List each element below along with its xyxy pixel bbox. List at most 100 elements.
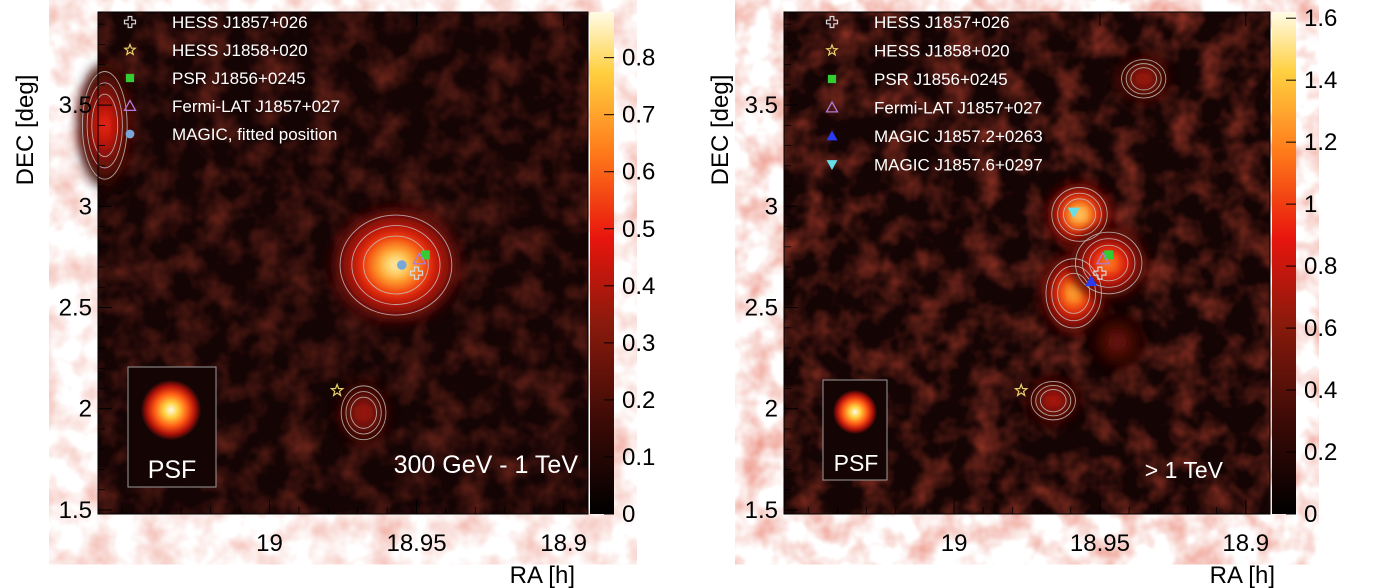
legend-label: Fermi-LAT J1857+027 — [874, 99, 1042, 118]
legend-entry: HESS J1858+020 — [825, 42, 1010, 61]
legend-label: PSR J1856+0245 — [172, 69, 306, 88]
colorbar-ticks: 0 0.1 0.2 0.3 0.4 0.5 0.6 0.7 0.8 — [604, 45, 655, 528]
legend-label: HESS J1858+020 — [874, 42, 1010, 61]
legend-marker-icon — [125, 73, 135, 83]
emission-blob — [360, 408, 367, 417]
colorbar-tick-label: 0.2 — [622, 387, 655, 414]
legend: HESS J1857+026 HESS J1858+020 PSR J1856+02… — [825, 13, 1043, 175]
legend-entry: HESS J1857+026 — [825, 13, 1010, 32]
legend-marker-icon — [826, 130, 838, 141]
legend: HESS J1857+026 HESS J1858+020 PSR J1856+02… — [123, 13, 340, 144]
contour-line — [1130, 67, 1157, 91]
psf-spot — [141, 380, 201, 440]
emission-blob — [1050, 397, 1057, 404]
legend-entry: PSR J1856+0245 — [125, 69, 306, 88]
emission-blob — [1075, 210, 1084, 219]
colorbar — [590, 12, 614, 514]
colorbar-tick-label: 1.6 — [1304, 5, 1337, 32]
source-marker — [329, 382, 345, 397]
colorbar-tick-label: 0 — [1304, 501, 1317, 528]
legend-marker-icon — [825, 100, 839, 113]
psf-spot — [833, 390, 877, 434]
colorbar-tick-label: 0.4 — [1304, 377, 1337, 404]
significance-contours — [1030, 59, 1167, 421]
contour-line — [1039, 389, 1067, 413]
legend-marker-icon — [825, 43, 839, 57]
contour-line — [1051, 187, 1108, 242]
colorbar-left: 0 0.1 0.2 0.3 0.4 0.5 0.6 0.7 0.8 — [590, 12, 655, 528]
legend-entry: MAGIC J1857.6+0297 — [826, 156, 1043, 175]
psf-label: PSF — [834, 450, 879, 476]
legend-entry: PSR J1856+0245 — [827, 70, 1008, 89]
contour-line — [1125, 63, 1162, 95]
source-marker — [397, 260, 407, 270]
contour-line — [1088, 244, 1129, 282]
x-tick-label: 18.9 — [540, 530, 587, 557]
y-tick-label: 3 — [79, 193, 92, 220]
contour-line — [350, 396, 377, 429]
colorbar-tick-label: 1.2 — [1304, 129, 1337, 156]
legend-label: HESS J1857+026 — [874, 13, 1010, 32]
y-tick-label: 2.5 — [59, 295, 92, 322]
y-tick-label: 2 — [79, 396, 92, 423]
colorbar-tick-label: 1.4 — [1304, 67, 1337, 94]
contour-line — [1081, 238, 1136, 288]
contour-line — [351, 225, 441, 305]
emission-blob — [1140, 76, 1147, 82]
heatmap-right: PSF > 1 TeV HESS J1857+026 HESS J1858+020… — [783, 11, 1271, 515]
y-tick-label: 3 — [765, 193, 778, 220]
energy-label: > 1 TeV — [1145, 457, 1224, 483]
source-marker — [1093, 266, 1107, 280]
legend-label: MAGIC, fitted position — [172, 125, 337, 144]
colorbar-tick-label: 0.6 — [1304, 315, 1337, 342]
legend-entry: HESS J1857+026 — [123, 13, 308, 32]
source-markers — [1013, 207, 1114, 397]
psf-inset: PSF — [822, 379, 888, 481]
x-tick-label: 18.95 — [386, 530, 446, 557]
source-marker — [409, 266, 424, 280]
x-tick-label: 19 — [941, 530, 968, 557]
plot-frame — [97, 11, 589, 515]
legend-marker-icon — [123, 15, 137, 29]
energy-label: 300 GeV - 1 TeV — [394, 451, 579, 479]
source-markers — [329, 250, 430, 397]
source-marker — [1104, 250, 1114, 260]
legend-label: MAGIC J1857.6+0297 — [874, 156, 1043, 175]
colorbar-tick-label: 1 — [1304, 191, 1317, 218]
colorbar-tick-label: 0.4 — [622, 273, 655, 300]
contour-line — [1035, 385, 1072, 417]
y-tick-label: 2.5 — [745, 295, 778, 322]
x-tick-label: 19 — [256, 530, 283, 557]
colorbar-tick-label: 0.3 — [622, 330, 655, 357]
colorbar-tick-label: 0.5 — [622, 216, 655, 243]
contour-line — [81, 71, 128, 180]
source-marker — [1067, 207, 1080, 219]
colorbar — [1272, 12, 1296, 514]
y-axis-label: DEC [deg] — [707, 75, 734, 186]
contour-line — [1074, 231, 1143, 295]
y-tick-label: 1.5 — [745, 497, 778, 524]
legend-marker-icon — [123, 99, 137, 112]
contour-line — [1057, 272, 1091, 314]
legend-label: HESS J1858+020 — [172, 41, 308, 60]
contour-line — [1030, 380, 1076, 421]
colorbar-tick-label: 0.1 — [622, 444, 655, 471]
legend-entry: Fermi-LAT J1857+027 — [123, 97, 340, 116]
contour-line — [1057, 192, 1102, 237]
colorbar-tick-label: 0.8 — [1304, 253, 1337, 280]
legend-marker-icon — [826, 160, 838, 170]
legend-entry: Fermi-LAT J1857+027 — [825, 99, 1042, 118]
colorbar-tick-label: 0.6 — [622, 159, 655, 186]
x-tick-label: 18.95 — [1070, 530, 1130, 557]
legend-marker-icon — [827, 74, 837, 84]
colorbar-tick-label: 0 — [622, 501, 635, 528]
colorbar-tick-label: 0.8 — [622, 45, 655, 72]
y-tick-label: 3.5 — [59, 92, 92, 119]
contour-line — [340, 385, 387, 441]
legend-marker-icon — [123, 42, 137, 56]
y-tick-label: 3.5 — [745, 92, 778, 119]
significance-contours — [81, 71, 453, 441]
